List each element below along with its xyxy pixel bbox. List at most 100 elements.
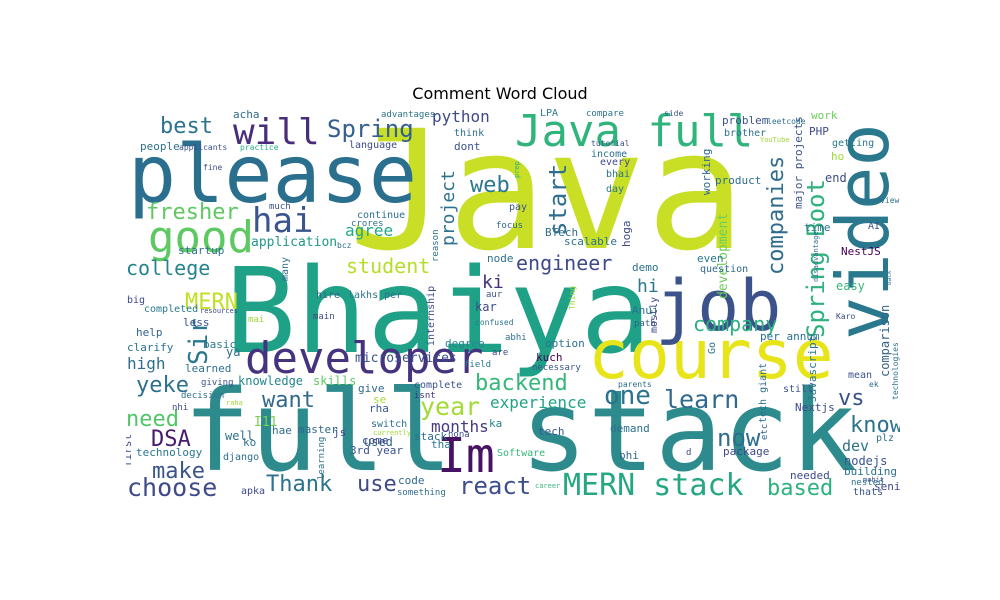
word-giving: giving [201,378,234,388]
word-hi: hi [637,276,659,297]
word-btech: BTech [545,226,578,239]
word-vs: vs [838,386,865,411]
word-hae: hae [272,424,292,437]
word-side: side [664,109,683,118]
word-nhi: nhi [172,403,188,413]
word-se: se [373,393,386,406]
word-big: big [127,295,145,306]
word-ka: ka [489,417,502,430]
word-thing: Thing [568,286,577,310]
word-much: much [269,202,291,212]
word-easy: easy [836,279,865,293]
word-d: d [686,448,691,458]
word-building: building [844,465,897,478]
word-node: node [487,252,514,265]
word-please: please [128,128,417,221]
word-bhi: bhi [619,449,639,462]
word-i11: I11 [254,415,277,430]
word-focus: focus [496,221,523,231]
word-anuj: Anuj [632,304,659,317]
word-use: use [357,472,397,497]
word-ek: ek [869,380,879,389]
word-applicants: applicants [179,143,227,152]
word-course: course [588,316,834,395]
word-come: come [362,434,389,447]
word-work: work [811,109,838,122]
word-technology: technology [136,446,203,459]
word-nextjs: Nextjs [795,401,835,414]
word-nodejs: nodejs [844,454,887,468]
word-know: know [850,413,900,438]
word-thank: Thank [266,472,332,497]
word-currently: currently [373,429,411,437]
word-dsa: DSA [151,427,191,452]
word-learning: learning [317,437,327,480]
word-nested: nested [851,478,884,488]
word-raha: raha [226,399,243,407]
word-complete: complete [414,380,462,391]
word-development: development [716,213,731,299]
word-bhai: bhai [606,169,630,180]
word-hire: hire [316,290,340,301]
word-technologies: technologies [891,342,900,400]
word-developer: developer [245,333,483,384]
word-kar: kar [475,300,497,314]
word-brother: brother [724,128,766,139]
word-something: something [397,488,446,498]
word-pay: pay [509,202,527,213]
word-many: many [280,257,291,281]
word-crores: crores [351,219,384,229]
word-mern: MERN [185,290,238,315]
word-confused: confused [475,318,514,327]
word-bhaiya: Bhaiya [225,242,651,380]
word-working: working [700,149,713,195]
word-acha: acha [233,108,260,121]
word-learned: learned [185,362,231,375]
word-project: project [438,170,459,246]
word-want: want [262,388,315,413]
word-getting: getting [832,138,874,149]
word-tech-giant: tech giant [758,363,769,423]
word-django: django [223,452,259,463]
word-student: student [346,254,430,278]
word-stack: stack [414,430,447,443]
word-fine: fine [203,163,222,172]
word-ho: ho [831,150,844,163]
word-compare: compare [586,109,624,119]
word-time: time [804,221,831,234]
word-degree: degree [445,337,485,350]
word-javascript: Javascript [806,336,819,402]
word-will: will [233,112,320,153]
word-used: used [364,435,393,449]
word-end: end [825,171,847,185]
word-prep: prep [513,161,521,178]
word-sir: Sir [184,318,214,365]
word-rha: rha [369,402,389,415]
word-mostly: mostly [649,297,660,333]
word-dev: dev [842,437,869,455]
word-day: day [606,184,624,195]
word-isnt: isnt [414,391,436,401]
word-experience: experience [490,393,586,412]
word-agree: agree [345,221,393,240]
word-package: package [723,445,769,458]
word-help: help [136,326,163,339]
word-option: option [545,337,585,350]
word-problem: problem [722,114,769,127]
word-make: make [152,459,205,484]
word-start: start [544,164,572,236]
word-tha: tha [431,438,451,451]
word-company: company [693,312,777,336]
word-apka: apka [241,486,265,497]
word-well: well [225,429,254,443]
word-master: master [298,423,338,436]
word-think: think [454,128,484,139]
word-path: path [634,319,656,329]
word-major-projects: major projects [792,116,805,209]
word-are: are [492,348,508,358]
word-js: js [333,426,346,439]
word-abhi: abhi [505,333,527,343]
word-advantages: advantages [381,110,435,120]
word-still: still [783,384,813,395]
word-based: based [767,476,833,500]
